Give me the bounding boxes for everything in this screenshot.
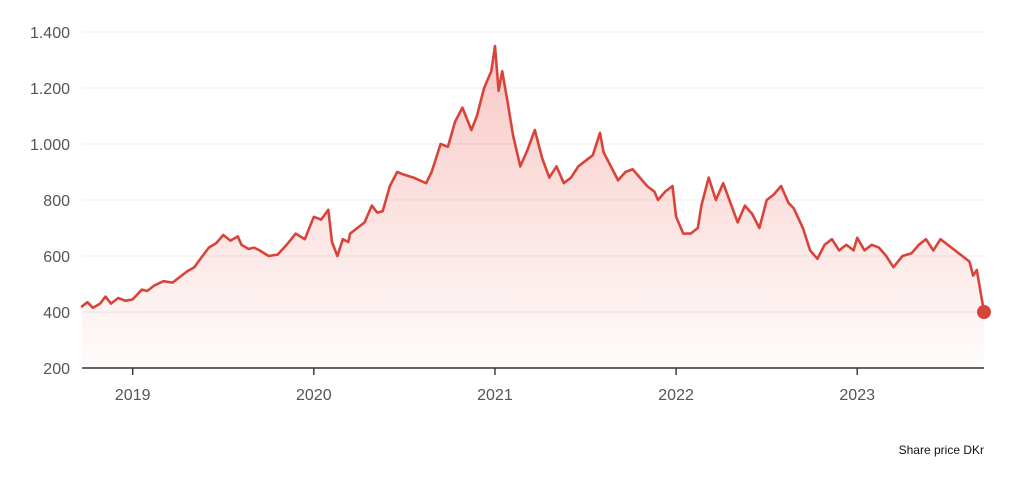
x-tick-label: 2021 <box>477 387 513 404</box>
y-tick-label: 1.000 <box>30 137 70 154</box>
x-tick-label: 2022 <box>658 387 694 404</box>
y-tick-label: 600 <box>43 249 70 266</box>
y-tick-label: 1.200 <box>30 81 70 98</box>
y-tick-label: 800 <box>43 193 70 210</box>
x-tick-label: 2023 <box>839 387 875 404</box>
x-axis <box>82 367 984 375</box>
y-tick-label: 400 <box>43 305 70 322</box>
chart-caption: Share price DKr <box>898 443 984 457</box>
last-point-group <box>977 305 991 319</box>
y-tick-label: 200 <box>43 361 70 378</box>
x-tick-label: 2020 <box>296 387 332 404</box>
x-tick-label: 2019 <box>115 387 151 404</box>
y-tick-label: 1.400 <box>30 25 70 42</box>
price-line-group <box>80 44 986 314</box>
price-line <box>80 44 986 314</box>
area-fill-group <box>82 46 984 368</box>
y-axis-labels: 200 400 600 800 1.000 1.200 1.400 <box>30 25 70 378</box>
last-price-marker <box>977 305 991 319</box>
area-fill <box>82 46 984 368</box>
x-axis-labels: 2019 2020 2021 2022 2023 <box>115 387 875 404</box>
